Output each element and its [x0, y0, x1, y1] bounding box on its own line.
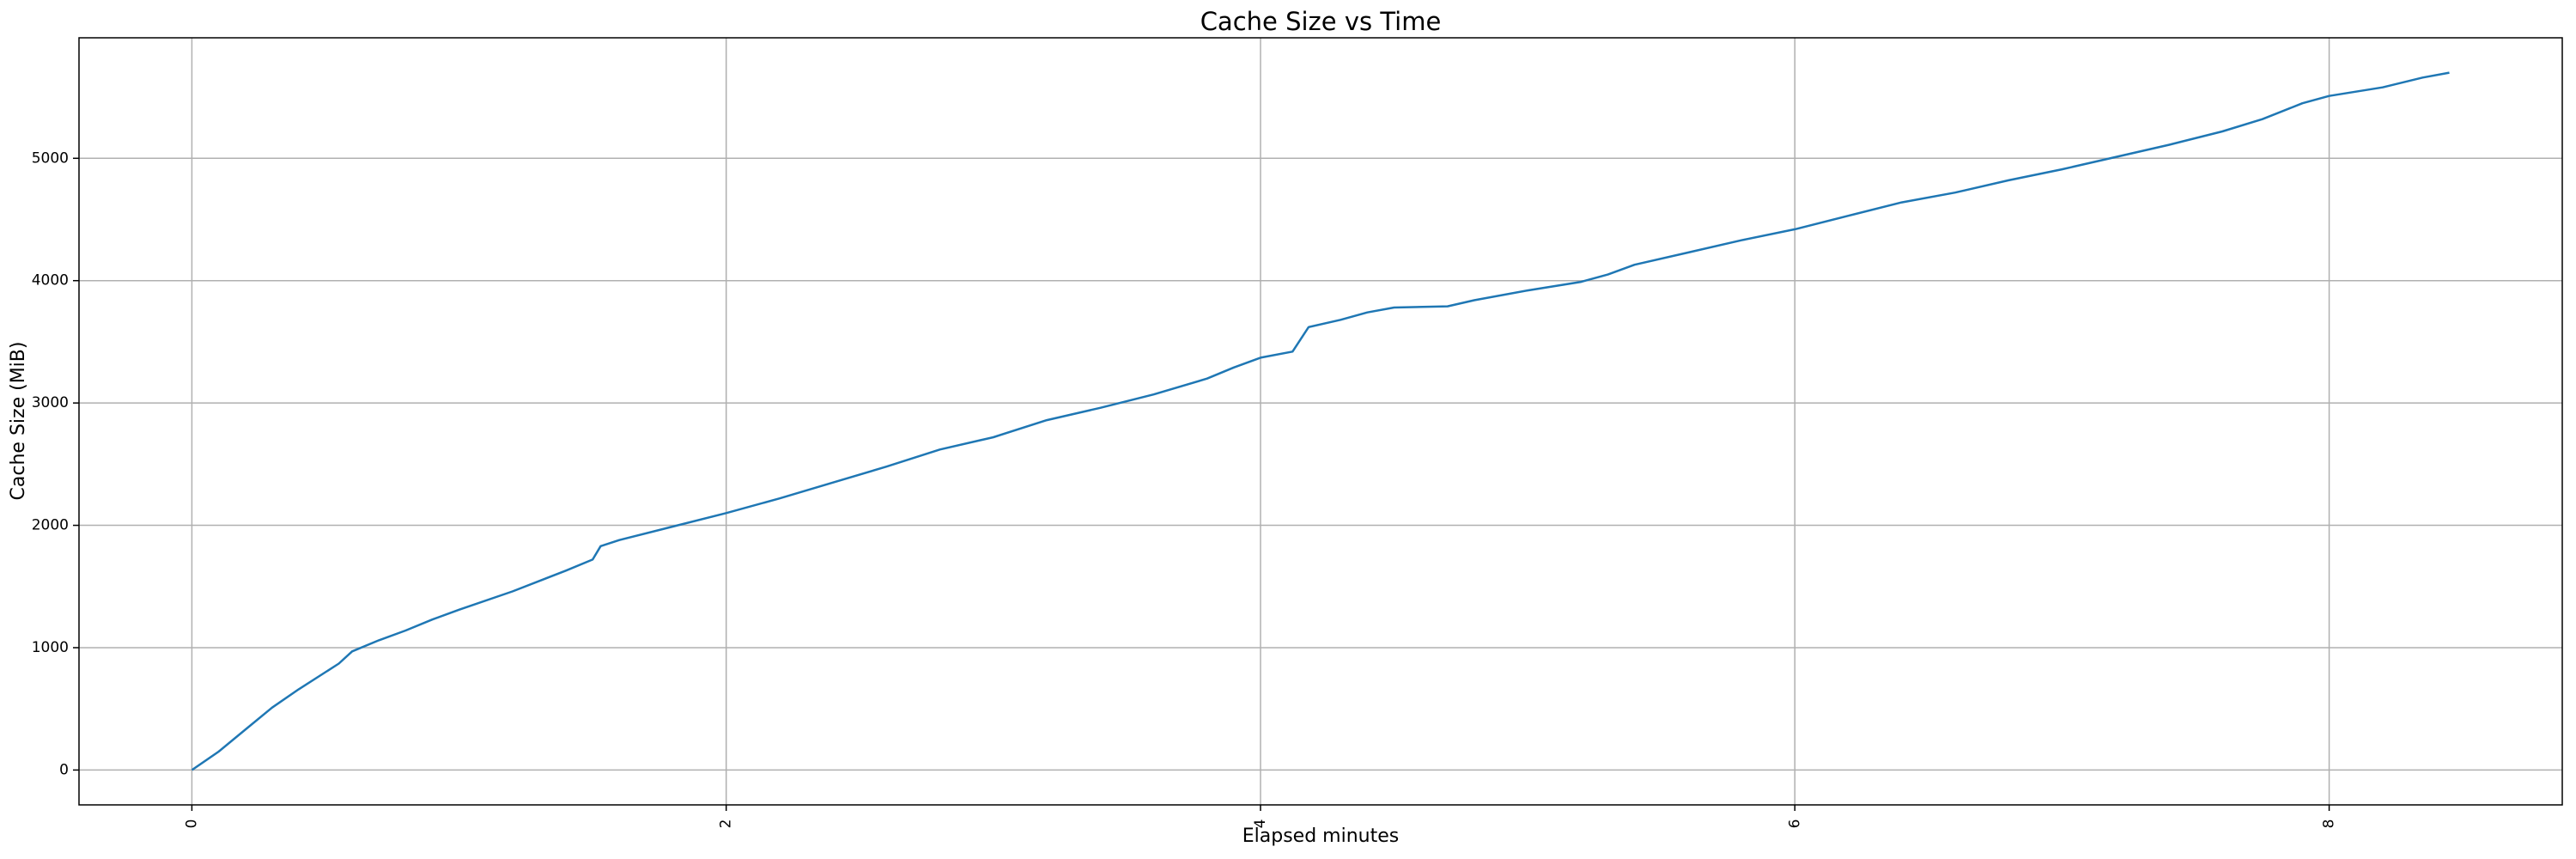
y-tick-label: 3000 [32, 394, 69, 411]
x-tick-label: 2 [718, 819, 735, 829]
x-axis-label: Elapsed minutes [1242, 825, 1399, 847]
x-tick-label: 6 [1786, 819, 1803, 829]
y-axis-label: Cache Size (MiB) [8, 342, 29, 501]
y-tick-label: 4000 [32, 272, 69, 289]
x-tick-label: 4 [1252, 819, 1269, 829]
y-tick-label: 1000 [32, 639, 69, 656]
y-tick-label: 0 [59, 761, 69, 778]
chart-title: Cache Size vs Time [1200, 7, 1442, 36]
data-line [191, 71, 2450, 771]
x-tick-label: 0 [183, 819, 200, 829]
x-tick-label: 8 [2321, 819, 2338, 829]
plot-frame [78, 37, 2563, 806]
y-tick-label: 2000 [32, 517, 69, 534]
y-tick-label: 5000 [32, 149, 69, 167]
